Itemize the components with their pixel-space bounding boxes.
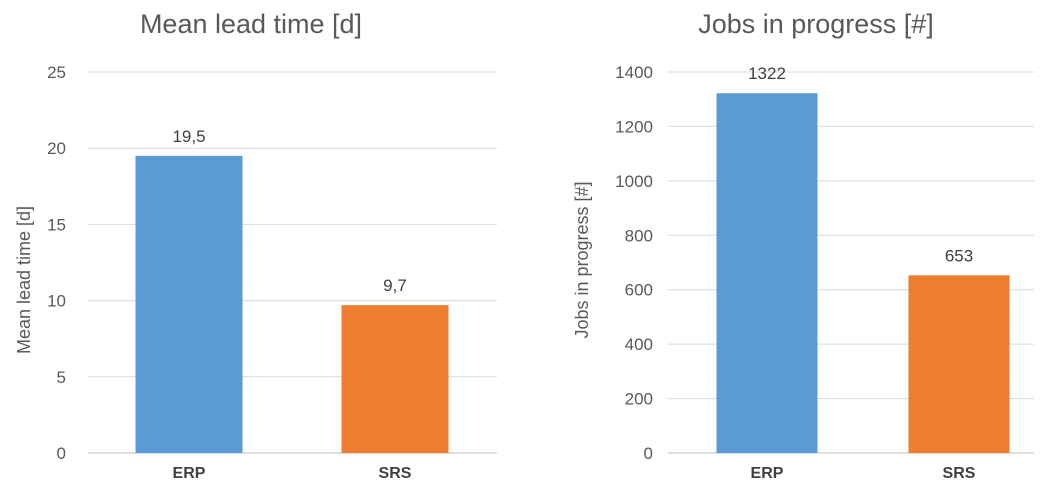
y-tick-label: 1400	[615, 63, 653, 82]
data-label: 19,5	[172, 127, 205, 146]
chart-title: Jobs in progress [#]	[698, 9, 934, 39]
y-tick-label: 15	[47, 215, 66, 234]
y-tick-label: 200	[625, 390, 653, 409]
x-tick-label: SRS	[379, 465, 412, 482]
y-tick-label: 1200	[615, 117, 653, 136]
y-axis-label: Mean lead time [d]	[14, 206, 34, 354]
x-tick-label: ERP	[751, 465, 784, 482]
data-label: 1322	[748, 64, 786, 83]
y-tick-label: 25	[47, 63, 66, 82]
data-label: 653	[945, 246, 973, 265]
bar-srs	[908, 275, 1010, 453]
y-tick-label: 400	[625, 335, 653, 354]
y-tick-label: 600	[625, 281, 653, 300]
y-tick-label: 5	[57, 368, 66, 387]
bar-erp	[716, 93, 818, 453]
y-ticks: 0 5 10 15 20 25	[47, 63, 66, 463]
x-categories: ERP SRS	[751, 465, 976, 482]
y-tick-label: 20	[47, 139, 66, 158]
data-label: 9,7	[383, 276, 407, 295]
x-tick-label: SRS	[943, 465, 976, 482]
y-tick-label: 1000	[615, 172, 653, 191]
x-categories: ERP SRS	[173, 465, 412, 482]
data-labels: 19,5 9,7	[172, 127, 406, 295]
data-labels: 1322 653	[748, 64, 973, 265]
y-tick-label: 800	[625, 226, 653, 245]
bar-erp	[135, 155, 243, 453]
y-tick-label: 0	[57, 444, 66, 463]
y-ticks: 0 200 400 600 800 1000 1200 1400	[615, 63, 653, 463]
chart-title: Mean lead time [d]	[140, 9, 362, 39]
y-tick-label: 10	[47, 292, 66, 311]
bar-srs	[341, 305, 449, 453]
y-axis-label: Jobs in progress [#]	[572, 181, 592, 338]
bars	[135, 155, 449, 453]
x-tick-label: ERP	[173, 465, 206, 482]
y-tick-label: 0	[644, 444, 653, 463]
bars	[716, 93, 1010, 453]
